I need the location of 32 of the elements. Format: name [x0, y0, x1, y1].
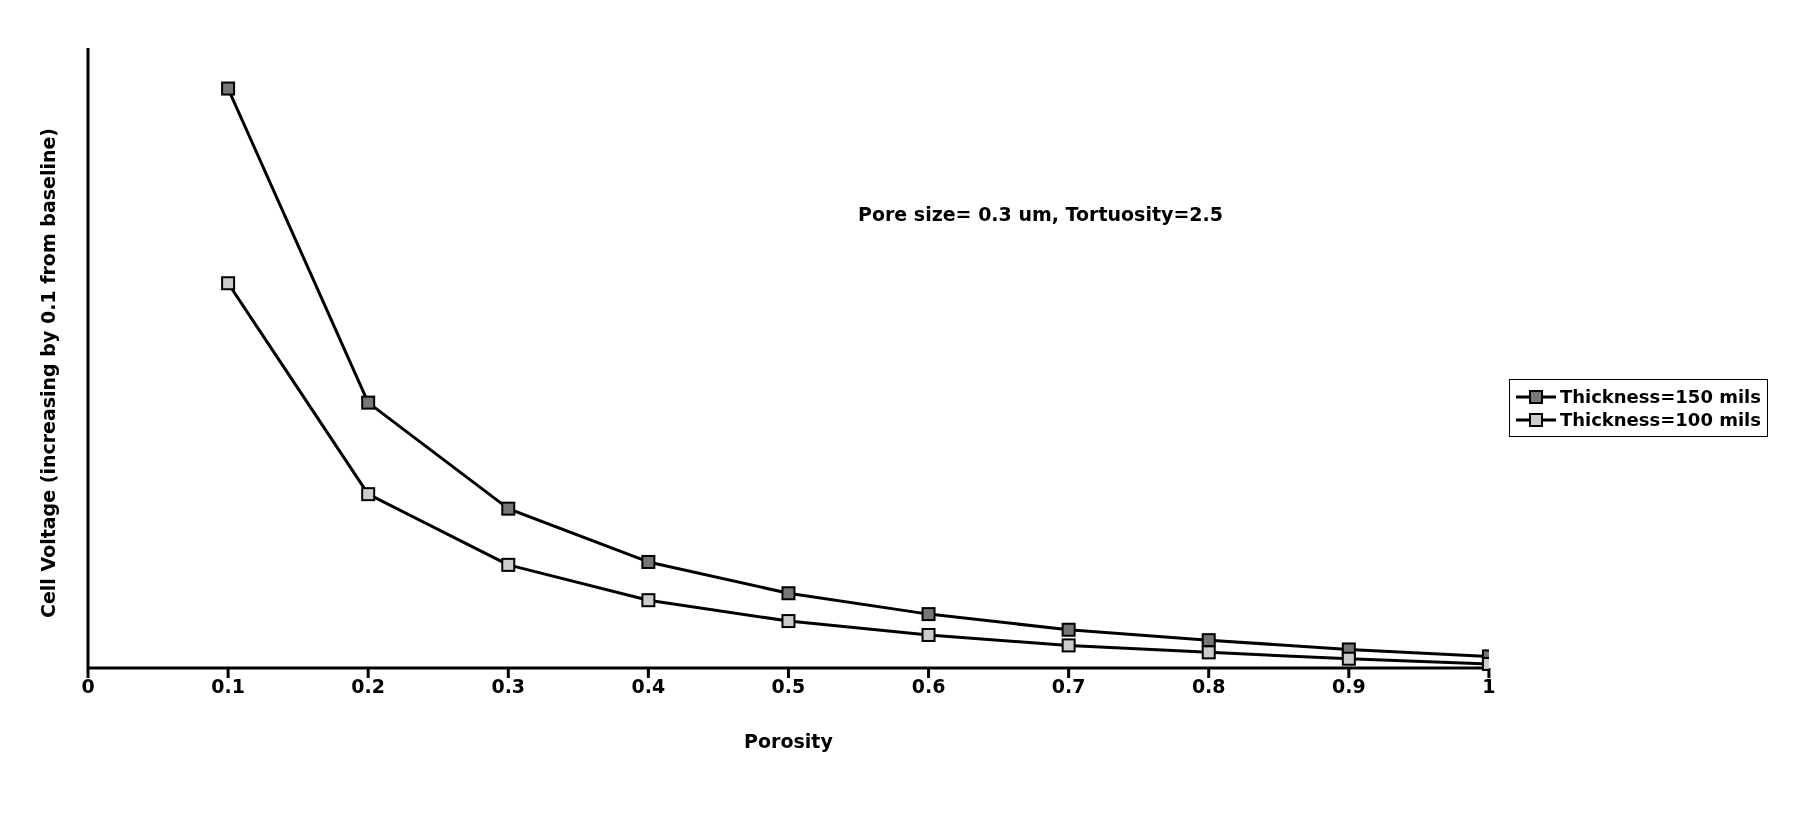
legend-label: Thickness=100 mils [1559, 409, 1761, 430]
point [641, 593, 656, 608]
x-tick-label: 0.6 [911, 675, 946, 698]
point [1061, 638, 1076, 653]
x-tick-label: 0.1 [211, 675, 245, 698]
point [501, 557, 516, 572]
x-tick-label: 1 [1482, 675, 1496, 698]
point [921, 627, 936, 642]
point [781, 586, 796, 601]
x-tick-label: 0.2 [351, 675, 386, 698]
legend-label: Thickness=150 mils [1559, 386, 1761, 407]
point [1201, 645, 1216, 660]
point [221, 276, 236, 291]
x-tick-label: 0.5 [771, 675, 806, 698]
x-tick-label: 0.4 [631, 675, 666, 698]
point [1061, 622, 1076, 637]
x-tick-label: 0.8 [1191, 675, 1226, 698]
point [641, 554, 656, 569]
point [921, 607, 936, 622]
point [361, 395, 376, 410]
point [361, 487, 376, 502]
point [1341, 651, 1356, 666]
x-tick-label: 0.7 [1051, 675, 1086, 698]
point [781, 614, 796, 629]
point [501, 501, 516, 516]
point [221, 81, 236, 96]
x-tick-label: 0.3 [491, 675, 526, 698]
x-tick-label: 0 [81, 675, 95, 698]
annotation: Pore size= 0.3 um, Tortuosity=2.5 [858, 203, 1223, 225]
x-axis-title: Porosity [744, 730, 834, 752]
x-tick-label: 0.9 [1331, 675, 1366, 698]
y-axis-title: Cell Voltage (increasing by 0.1 from baseline) [36, 127, 59, 618]
